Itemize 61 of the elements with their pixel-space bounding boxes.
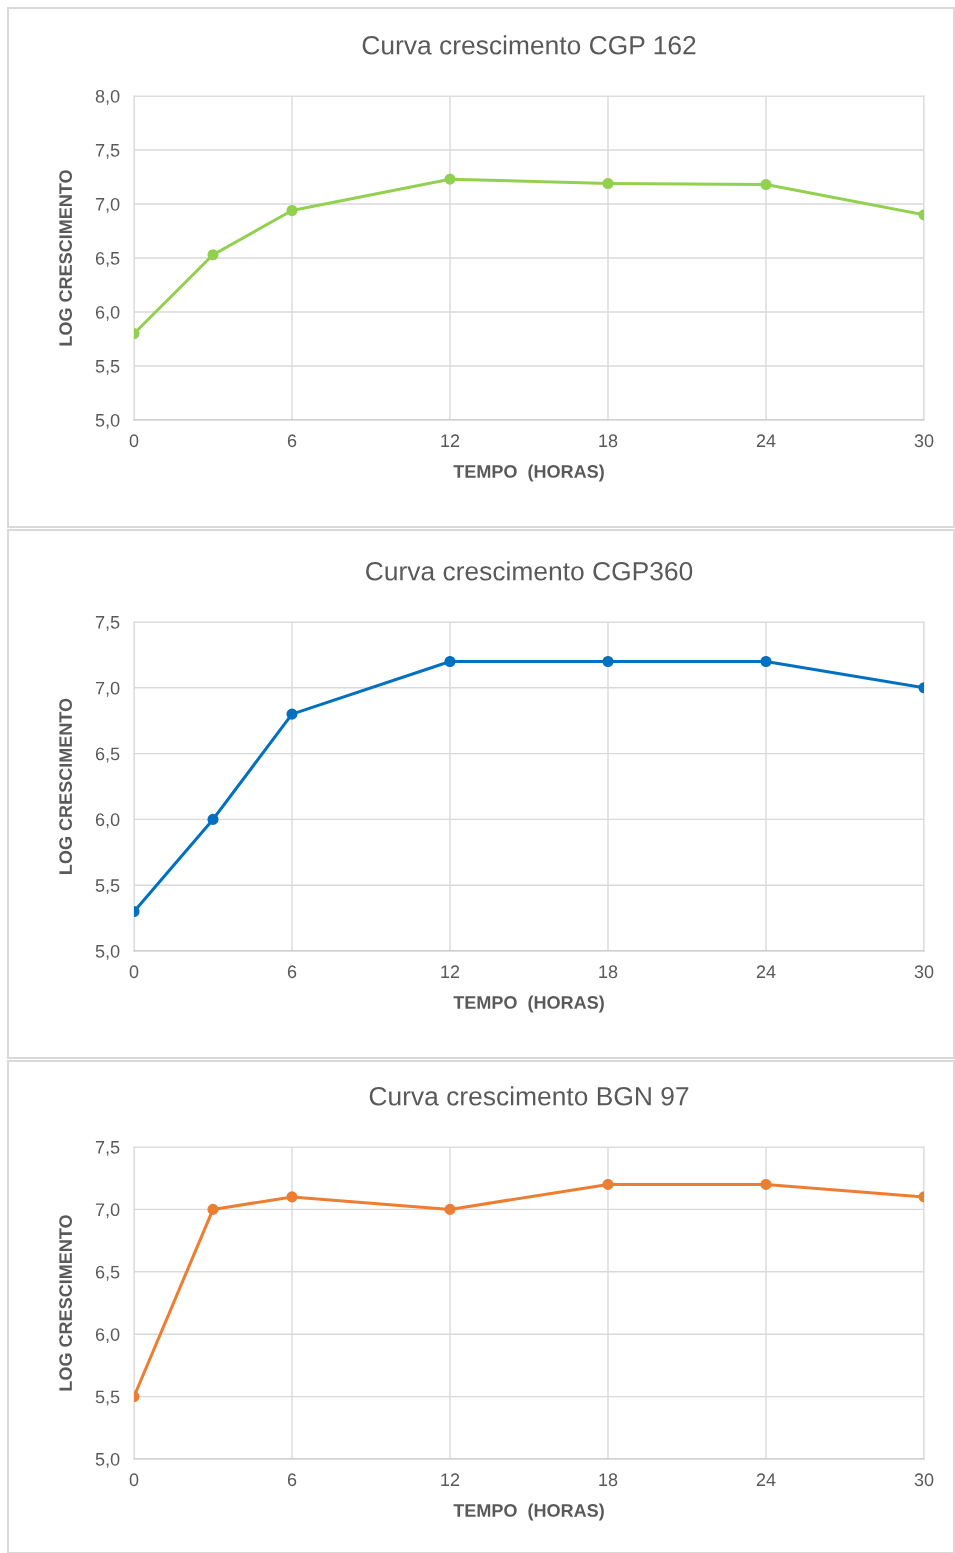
point [444, 1203, 456, 1215]
point [444, 655, 456, 668]
point [444, 173, 456, 185]
x-tick-label: 24 [756, 965, 776, 978]
point [760, 655, 772, 668]
y-tick-label: 6,5 [95, 747, 120, 763]
y-tick-label: 5,5 [95, 360, 120, 375]
y-axis-title: LOG CRESCIMENTO [59, 170, 72, 346]
x-tick-label: 0 [129, 434, 139, 448]
x-tick-label: 30 [914, 434, 934, 448]
x-tick-label: 18 [599, 965, 618, 979]
point [286, 1191, 298, 1203]
y-axis-title: LOG CRESCIMENTO [59, 698, 72, 874]
x-tick-label: 0 [129, 965, 139, 979]
y-axis-title: LOG CRESCIMENTO [59, 1215, 72, 1391]
x-tick-label: 24 [756, 434, 776, 447]
point [602, 655, 614, 668]
chart-title: Curva crescimento CGP360 [366, 561, 693, 581]
y-tick-label: 5,0 [95, 413, 120, 429]
x-axis-title: TEMPO (HORAS) [453, 1503, 604, 1521]
y-tick-label: 6,0 [95, 305, 120, 321]
chart-title: Curva crescimento CGP 162 [362, 35, 696, 55]
point [207, 813, 219, 825]
y-tick-label: 7,5 [95, 144, 120, 159]
y-tick-label: 6,5 [95, 251, 120, 267]
x-tick-label: 6 [287, 434, 297, 448]
x-tick-label: 6 [287, 965, 297, 979]
y-tick-label: 8,0 [95, 89, 120, 105]
point [602, 1178, 614, 1190]
x-tick-label: 30 [914, 965, 934, 979]
y-tick-label: 6,0 [95, 1328, 120, 1344]
y-tick-label: 5,5 [95, 879, 120, 895]
y-tick-label: 7,0 [95, 1203, 120, 1219]
y-tick-label: 7,0 [95, 197, 120, 213]
point [602, 177, 614, 190]
point [286, 204, 298, 217]
x-axis-title: TEMPO (HORAS) [453, 995, 604, 1013]
x-tick-label: 0 [129, 1473, 139, 1487]
y-tick-label: 7,5 [95, 616, 120, 631]
point [760, 179, 772, 191]
x-tick-label: 18 [599, 434, 618, 448]
x-tick-label: 6 [287, 1473, 297, 1487]
y-tick-label: 6,5 [95, 1265, 120, 1281]
chart-title: Curva crescimento BGN 97 [369, 1086, 689, 1106]
x-tick-label: 12 [441, 434, 460, 447]
x-tick-label: 12 [441, 965, 460, 978]
x-tick-label: 24 [756, 1473, 776, 1486]
y-tick-label: 5,0 [95, 944, 120, 960]
x-tick-label: 12 [441, 1473, 460, 1486]
x-axis-title: TEMPO (HORAS) [453, 464, 604, 482]
point [286, 708, 298, 720]
x-tick-label: 18 [599, 1473, 618, 1487]
y-tick-label: 6,0 [95, 813, 120, 829]
point [207, 249, 219, 261]
x-tick-label: 30 [914, 1473, 934, 1487]
y-tick-label: 5,0 [95, 1452, 120, 1468]
point [760, 1178, 772, 1190]
y-tick-label: 5,5 [95, 1390, 120, 1406]
y-tick-label: 7,0 [95, 681, 120, 697]
point [207, 1203, 219, 1215]
y-tick-label: 7,5 [95, 1141, 120, 1156]
